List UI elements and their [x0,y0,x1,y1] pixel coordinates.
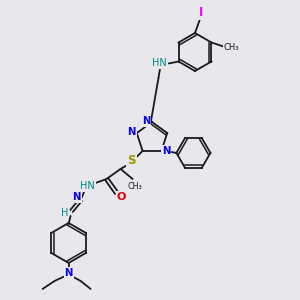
Text: H: H [61,208,68,218]
Text: S: S [127,154,136,167]
Text: N: N [142,116,150,126]
Text: O: O [117,192,126,202]
Text: I: I [199,7,203,20]
Text: N: N [128,127,136,137]
Text: N: N [64,268,73,278]
Text: N: N [162,146,171,156]
Text: CH₃: CH₃ [224,43,239,52]
Text: HN: HN [80,181,95,191]
Text: N: N [72,192,81,202]
Text: CH₃: CH₃ [127,182,142,191]
Text: HN: HN [152,58,167,68]
